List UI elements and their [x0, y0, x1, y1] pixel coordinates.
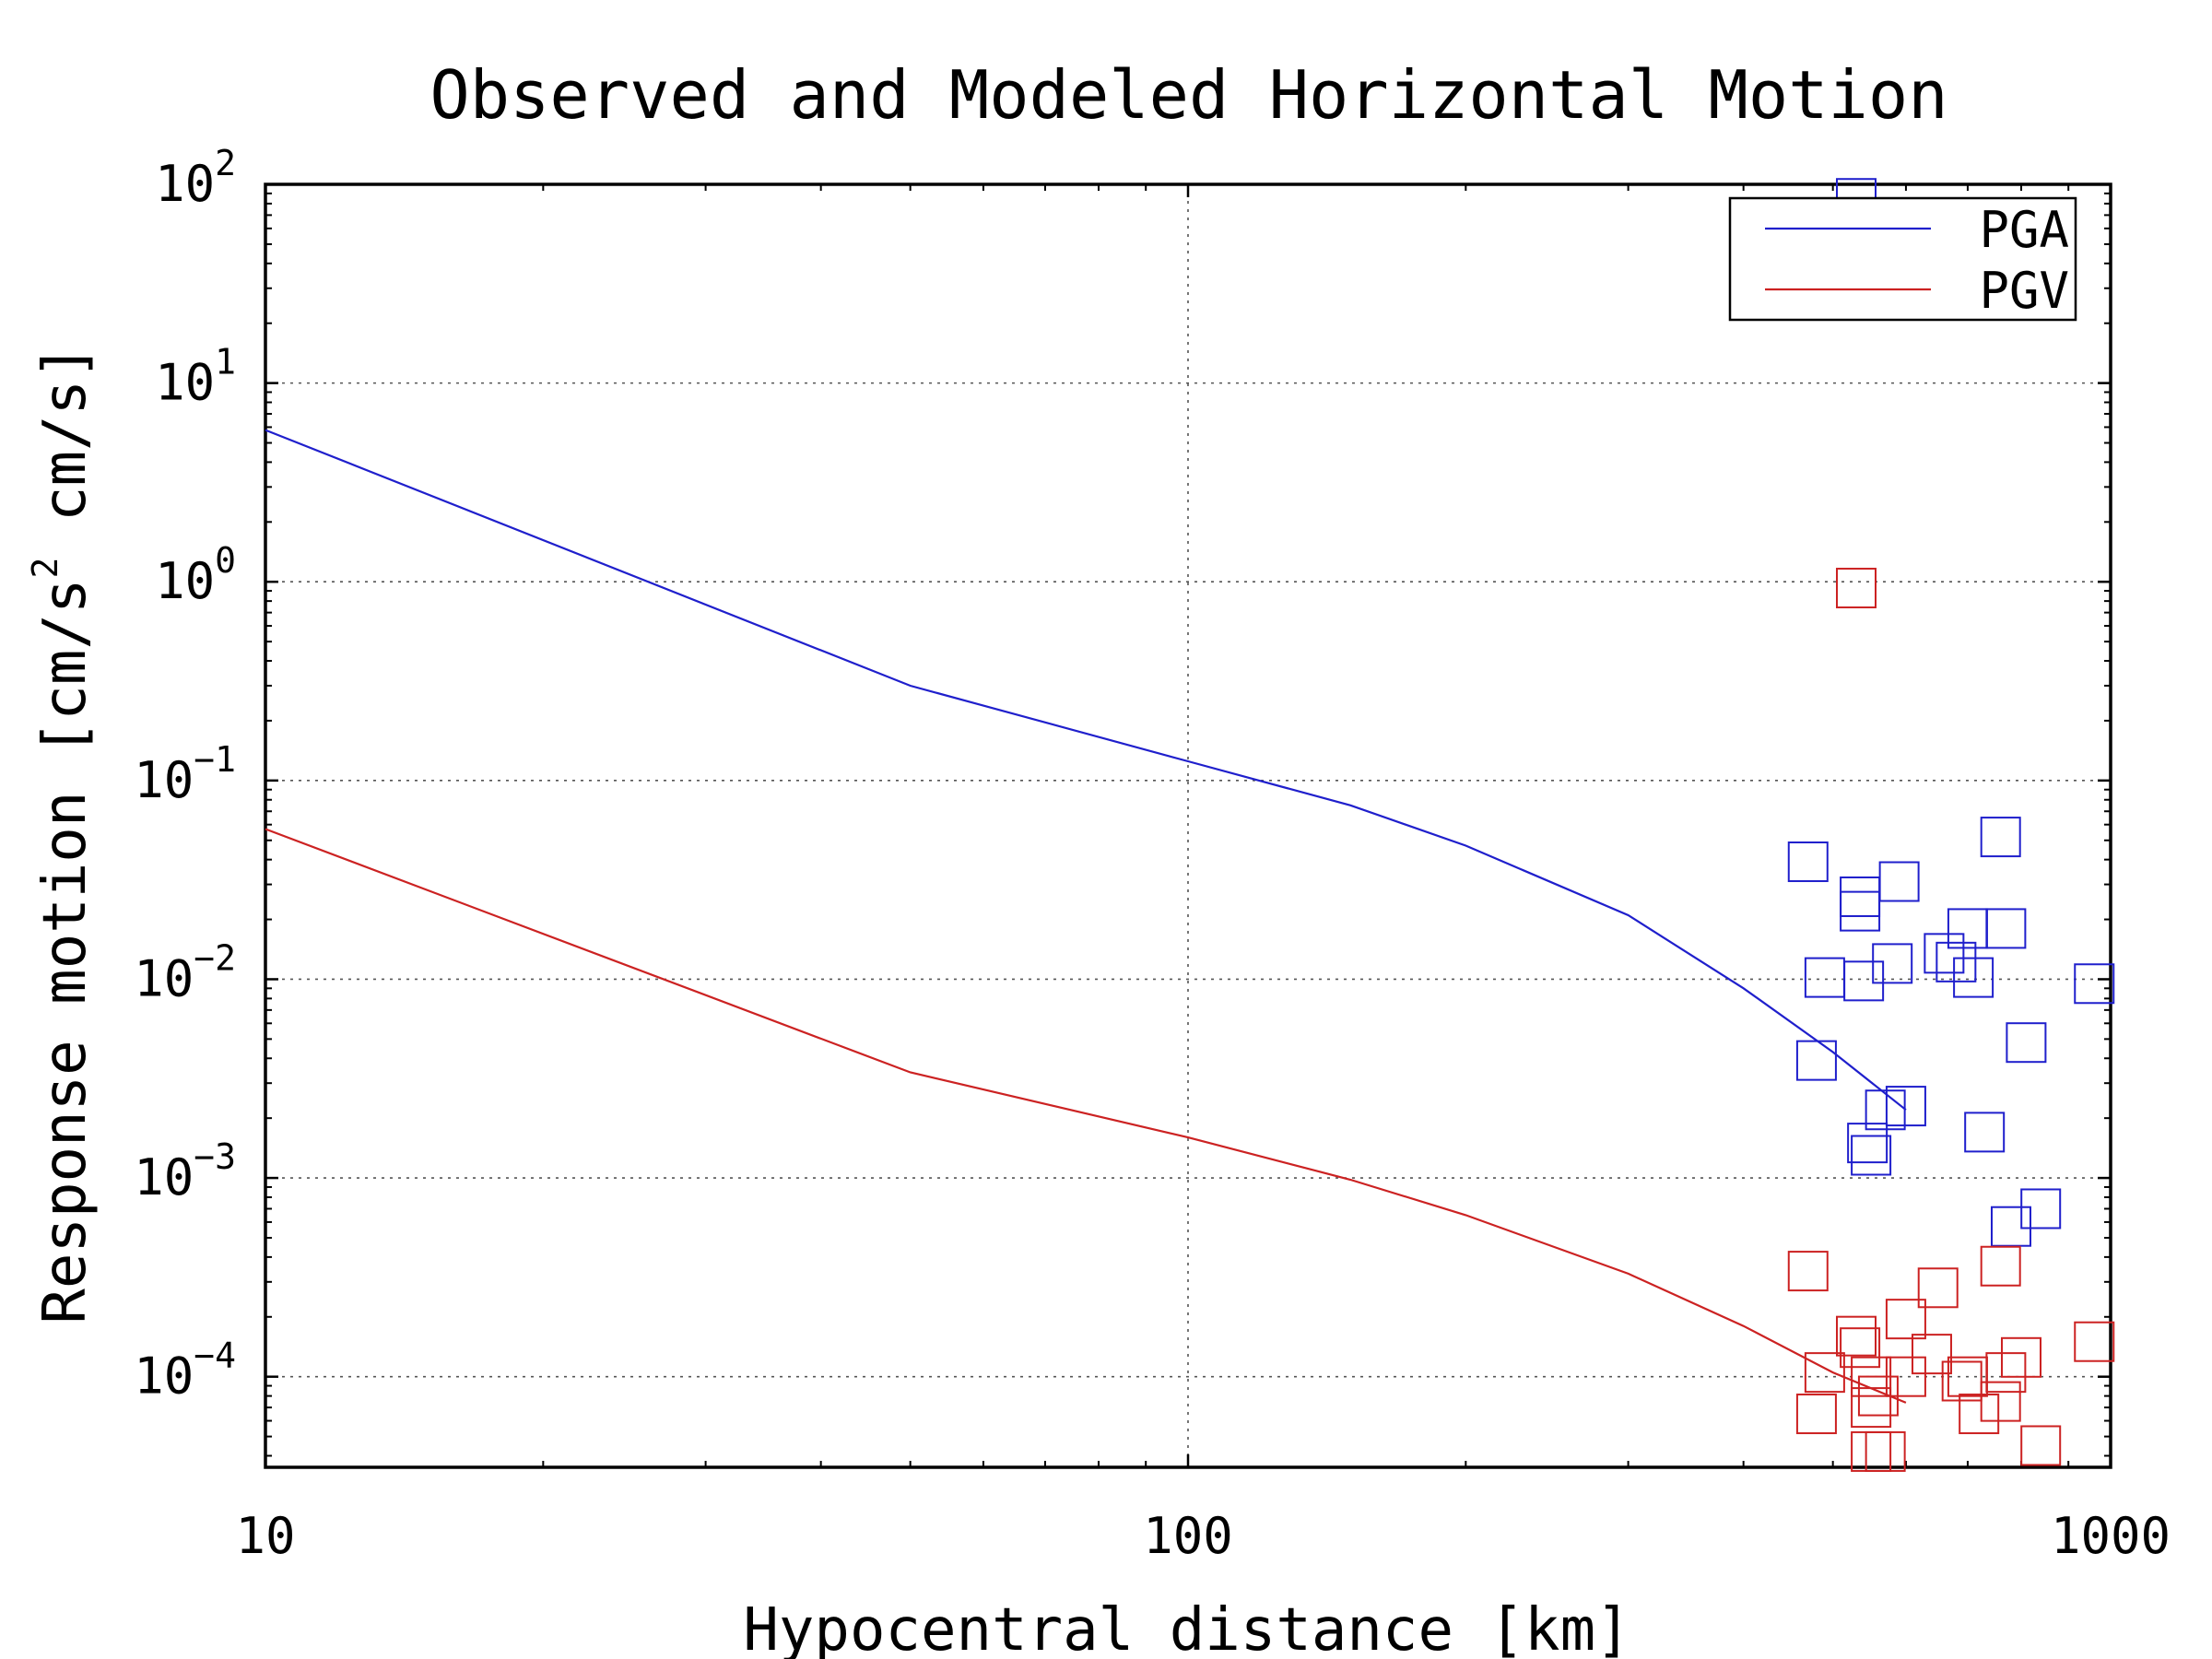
observed-point-pgv — [1836, 1315, 1877, 1357]
y-axis-label-unit-exponent: 2 — [25, 558, 65, 579]
y-tick-label-exponent: 2 — [215, 143, 236, 183]
observed-point-pga — [1872, 943, 1913, 984]
observed-point-pgv — [1857, 1375, 1899, 1417]
observed-point-pga — [1840, 890, 1881, 932]
observed-point-pga — [1843, 960, 1885, 1002]
y-tick-label-exponent: −1 — [194, 739, 236, 780]
observed-point-pgv — [1795, 1394, 1837, 1435]
y-tick-label-base: 10 — [134, 949, 194, 1007]
x-tick-label: 100 — [1143, 1507, 1233, 1565]
observed-point-pgv — [1840, 1327, 1881, 1369]
y-tick-label: 100 — [155, 540, 236, 610]
observed-point-pga — [1795, 1040, 1837, 1081]
observed-point-pga — [1936, 941, 1977, 982]
y-axis-label-unit-close: cm/s] — [31, 344, 100, 557]
observed-point-pgv — [2000, 1336, 2041, 1378]
y-tick-label-exponent: −4 — [194, 1335, 236, 1376]
legend-box — [1728, 196, 2077, 322]
observed-point-pga — [1924, 933, 1965, 974]
observed-point-pga — [2006, 1022, 2047, 1064]
observed-point-pgv — [1911, 1334, 1952, 1375]
y-tick-label-base: 10 — [134, 1347, 194, 1406]
y-tick-label: 10−4 — [134, 1335, 236, 1406]
series — [265, 429, 1907, 1404]
observed-point-pgv — [2020, 1425, 2062, 1466]
observed-point-pga — [1985, 908, 2027, 949]
legend-label-pgv: PGV — [1979, 262, 2069, 320]
observed-point-pga — [1885, 1086, 1926, 1127]
y-axis-label: Response motion [cm/s2 cm/s] — [25, 344, 100, 1324]
observed-point-pga — [1990, 1206, 2031, 1247]
observed-point-pga — [1964, 1112, 2006, 1153]
observed-point-pgv — [1917, 1267, 1959, 1309]
y-tick-label-exponent: 1 — [215, 342, 236, 382]
observed-point-pgv — [1804, 1352, 1845, 1394]
x-tick-labels: 10 100 1000 — [235, 1507, 2171, 1565]
observed-point-pgv — [1865, 1430, 1906, 1472]
y-tick-label: 10−3 — [134, 1136, 236, 1206]
y-axis-label-unit: [cm/s — [31, 578, 100, 756]
observed-point-pga — [2074, 963, 2115, 1005]
y-tick-label-exponent: −3 — [194, 1136, 236, 1177]
observed-point-pgv — [1836, 568, 1877, 609]
observed-point-pga — [1953, 957, 1994, 998]
observed-point-pga — [1787, 841, 1829, 883]
y-tick-label-base: 10 — [134, 751, 194, 809]
model-line-pga — [265, 429, 1907, 1112]
observed-point-pgv — [1941, 1360, 1983, 1402]
tick-marks — [264, 182, 2112, 1467]
observed-point-pgv — [2074, 1321, 2115, 1362]
x-axis-label: Hypocentral distance [km] — [743, 1596, 1630, 1659]
y-tick-label-base: 10 — [155, 552, 215, 610]
observed-point-pga — [2020, 1188, 2062, 1230]
observed-point-pga — [1980, 817, 2021, 858]
x-tick-label: 10 — [235, 1507, 295, 1565]
y-tick-label: 102 — [155, 143, 236, 213]
observed-point-pga — [1865, 1089, 1906, 1131]
x-tick-label: 1000 — [2051, 1507, 2171, 1565]
markers — [1787, 178, 2115, 1472]
observed-point-pgv — [1959, 1394, 2000, 1435]
observed-point-pgv — [1787, 1251, 1829, 1292]
y-tick-label-base: 10 — [155, 155, 215, 213]
observed-point-pga — [1878, 861, 1920, 902]
observed-point-pga — [1851, 1135, 1892, 1176]
y-tick-label-base: 10 — [134, 1148, 194, 1206]
y-tick-label-base: 10 — [155, 354, 215, 412]
grid — [265, 184, 2111, 1467]
model-line-pgv — [265, 828, 1907, 1404]
y-tick-label: 10−1 — [134, 739, 236, 809]
y-tick-label: 10−2 — [134, 937, 236, 1007]
y-tick-label: 101 — [155, 342, 236, 412]
observed-point-pga — [1847, 1123, 1888, 1164]
observed-point-pgv — [1851, 1387, 1892, 1429]
y-axis-label-main: Response motion — [31, 756, 100, 1324]
chart-title: Observed and Modeled Horizontal Motion — [429, 56, 1947, 134]
observed-point-pgv — [1980, 1381, 2021, 1422]
legend-label-pga: PGA — [1979, 201, 2069, 259]
observed-point-pgv — [1985, 1352, 2027, 1394]
y-tick-label-exponent: −2 — [194, 937, 236, 978]
legend: PGA PGV — [1728, 196, 2077, 322]
y-tick-label-exponent: 0 — [215, 540, 236, 581]
observed-point-pgv — [1885, 1299, 1926, 1340]
observed-point-pgv — [1980, 1245, 2021, 1287]
